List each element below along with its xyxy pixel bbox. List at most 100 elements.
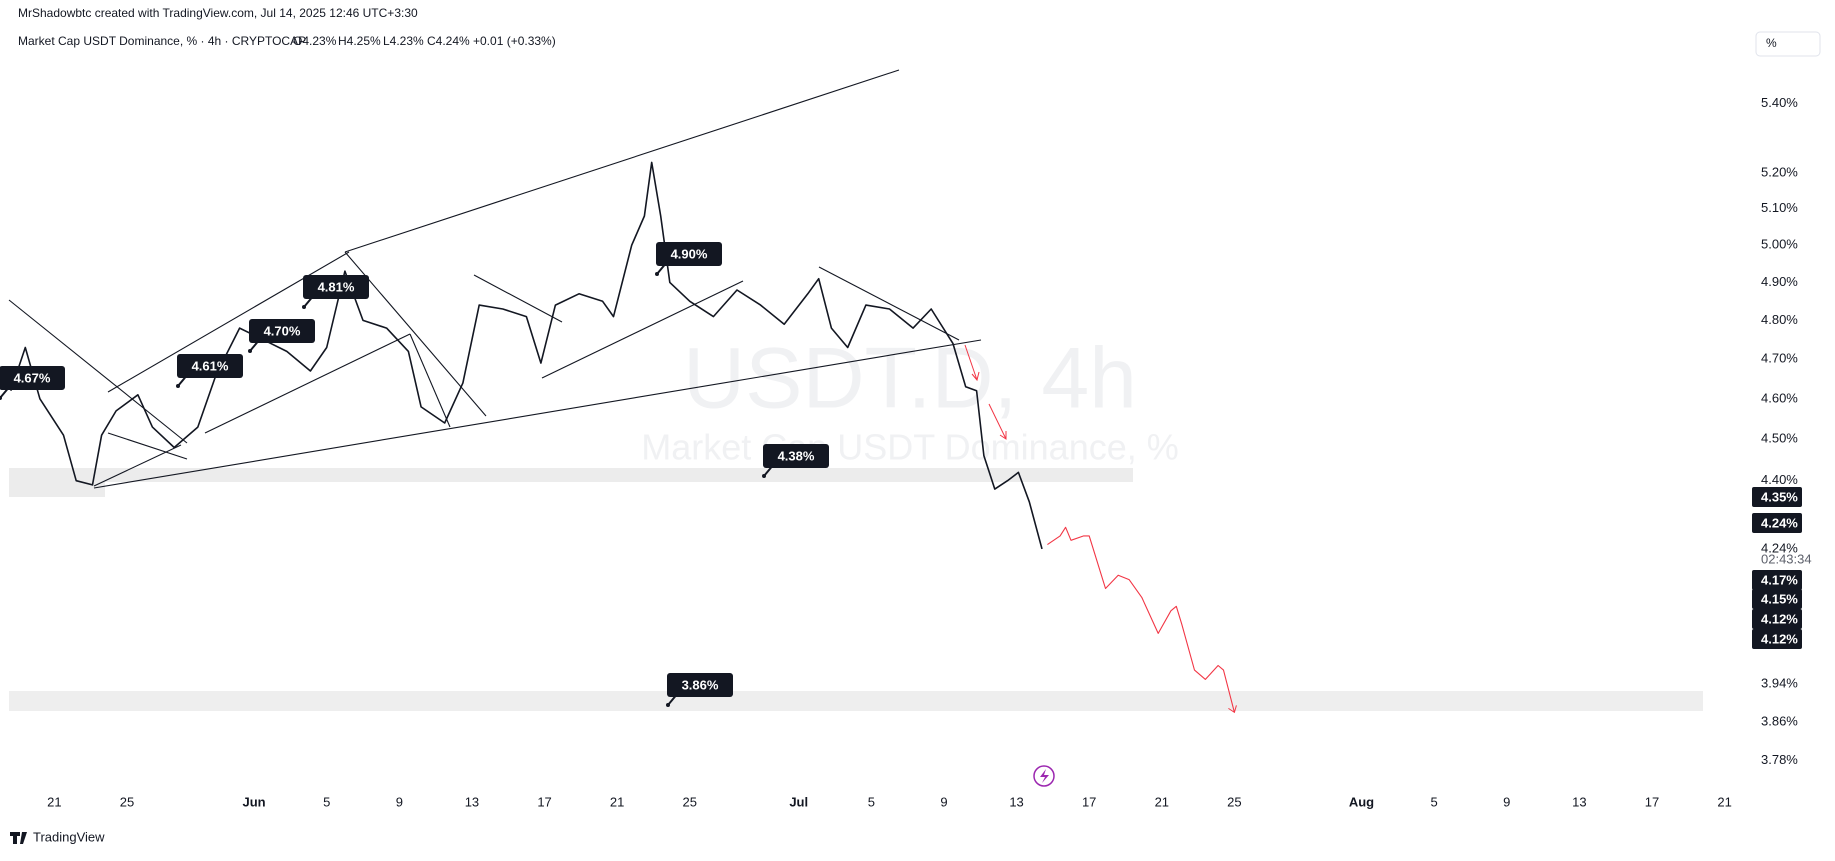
badge-label: 4.70%: [264, 323, 301, 338]
y-tick-label: 5.40%: [1761, 95, 1798, 110]
zone: [9, 482, 105, 497]
badge-label: 4.90%: [671, 246, 708, 261]
badge-dot: [666, 703, 670, 707]
badge-label: 4.81%: [318, 279, 355, 294]
trendline: [409, 333, 451, 428]
footer-brand: TradingView: [33, 829, 105, 844]
x-tick-label: 13: [1009, 794, 1023, 809]
trendline: [473, 274, 563, 323]
badge-label: 4.61%: [192, 358, 229, 373]
y-tick-label: 5.20%: [1761, 164, 1798, 179]
trendline: [541, 280, 744, 379]
price-tag-label: 4.17%: [1761, 572, 1798, 587]
x-tick-label: 21: [1717, 794, 1731, 809]
y-tick-label: 3.78%: [1761, 752, 1798, 767]
badge: [249, 319, 315, 343]
ohlc-high: H4.25%: [338, 34, 381, 48]
price-tag: [1752, 570, 1802, 590]
x-tick-label: 13: [1572, 794, 1586, 809]
badge-dot: [176, 384, 180, 388]
trendline: [107, 432, 188, 460]
x-tick-label: 25: [120, 794, 134, 809]
badge-dot: [248, 349, 252, 353]
trendline: [204, 333, 411, 434]
price-tag-label: 4.24%: [1761, 515, 1798, 530]
credit: MrShadowbtc created with TradingView.com…: [18, 6, 418, 20]
y-tick-label: 4.80%: [1761, 312, 1798, 327]
badge-label: 4.67%: [14, 370, 51, 385]
price-tag-label: 4.35%: [1761, 489, 1798, 504]
badge-dot: [0, 396, 2, 400]
badge-dot: [762, 474, 766, 478]
price-tag: [1752, 487, 1802, 507]
y-tick-label: 4.24%: [1761, 540, 1798, 555]
badge-dot: [655, 272, 659, 276]
zones: [9, 468, 1703, 711]
x-tick-label: 5: [323, 794, 330, 809]
projection-arrowhead: [1228, 705, 1237, 714]
y-tick-label: 4.90%: [1761, 274, 1798, 289]
events-icon[interactable]: [1033, 765, 1055, 787]
watermark-symbol: USDT.D, 4h: [683, 331, 1137, 427]
tv-logo: [10, 832, 27, 844]
badge: [763, 444, 829, 468]
y-tick-label: 4.60%: [1761, 390, 1798, 405]
countdown: 02:43:34: [1761, 551, 1812, 566]
badge: [0, 366, 65, 390]
events-icon-bolt: [1040, 769, 1049, 783]
trendlines: [8, 69, 982, 489]
price-tag-label: 4.12%: [1761, 631, 1798, 646]
x-tick-label: Aug: [1349, 794, 1374, 809]
badge: [303, 275, 369, 299]
trendline: [818, 266, 960, 341]
zone: [9, 468, 1133, 482]
x-tick-label: 21: [610, 794, 624, 809]
x-tick-label: 5: [1430, 794, 1437, 809]
x-tick-label: 17: [1082, 794, 1096, 809]
y-tick-label: 3.86%: [1761, 713, 1798, 728]
badge-label: 4.38%: [778, 448, 815, 463]
x-tick-label: 9: [1503, 794, 1510, 809]
trendline: [93, 339, 982, 489]
x-tick-label: 13: [465, 794, 479, 809]
badge-label: 3.86%: [682, 677, 719, 692]
red-arrows: [964, 344, 1007, 440]
x-tick-label: Jul: [789, 794, 808, 809]
price-tag: [1752, 589, 1802, 609]
price-line: [10, 161, 1043, 550]
scale-button[interactable]: [1755, 31, 1821, 57]
change: +0.01 (+0.33%): [473, 34, 556, 48]
legend: Market Cap USDT Dominance, % · 4h · CRYP…: [18, 34, 556, 48]
badge: [656, 242, 722, 266]
y-tick-label: 4.50%: [1761, 431, 1798, 446]
symbol: Market Cap USDT Dominance, % · 4h · CRYP…: [18, 34, 306, 48]
price-tag-label: 4.12%: [1761, 611, 1798, 626]
arrow: [988, 403, 1007, 440]
x-tick-label: 21: [47, 794, 61, 809]
ohlc-open: O4.23%: [293, 34, 337, 48]
price-tag: [1752, 609, 1802, 629]
x-tick-label: 9: [396, 794, 403, 809]
x-tick-label: 25: [683, 794, 697, 809]
price-tag-label: 4.15%: [1761, 591, 1798, 606]
y-tick-label: 5.10%: [1761, 200, 1798, 215]
trendline: [344, 69, 900, 253]
price-tag: [1752, 629, 1802, 649]
y-tick-label: 4.40%: [1761, 472, 1798, 487]
trendline: [8, 299, 188, 444]
x-tick-label: 5: [868, 794, 875, 809]
x-tick-label: Jun: [243, 794, 266, 809]
x-tick-label: 9: [940, 794, 947, 809]
x-tick-label: 17: [537, 794, 551, 809]
x-tick-label: 25: [1227, 794, 1241, 809]
y-tick-label: 3.94%: [1761, 676, 1798, 691]
watermark-name: Market Cap USDT Dominance, %: [641, 427, 1179, 468]
y-tick-label: 4.70%: [1761, 351, 1798, 366]
arrow: [964, 344, 980, 382]
scale-button-label[interactable]: %: [1766, 36, 1777, 50]
badge-dot: [302, 305, 306, 309]
x-tick-label: 21: [1155, 794, 1169, 809]
price-tag: [1752, 513, 1802, 533]
